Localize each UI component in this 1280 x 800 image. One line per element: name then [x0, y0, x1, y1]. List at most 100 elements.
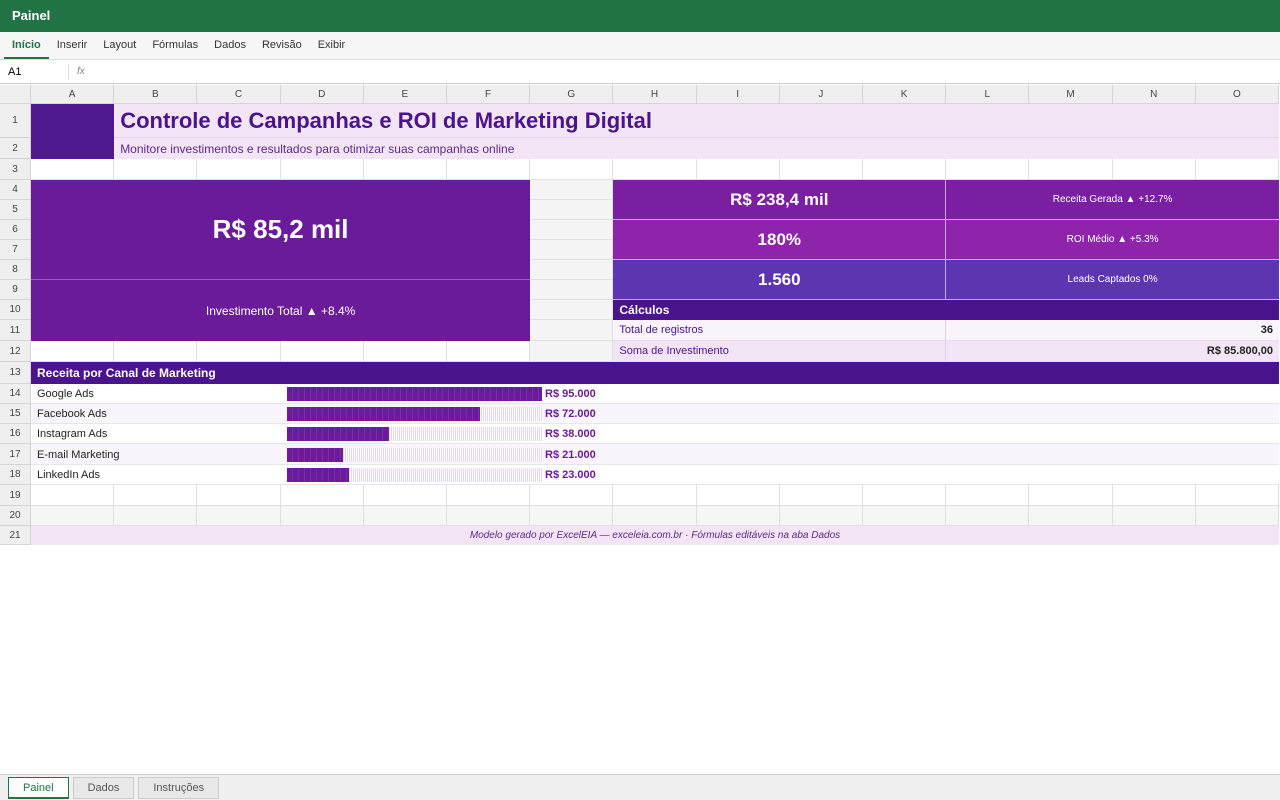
cell[interactable]	[530, 220, 614, 240]
row-header[interactable]: 10	[0, 300, 31, 320]
cell[interactable]	[197, 506, 281, 526]
cell[interactable]	[363, 159, 447, 180]
cell[interactable]	[530, 320, 614, 341]
row-header[interactable]: 18	[0, 465, 31, 485]
column-header[interactable]: L	[946, 85, 1030, 104]
cell[interactable]	[946, 159, 1030, 180]
row-header[interactable]: 19	[0, 485, 31, 506]
cell[interactable]	[530, 280, 614, 300]
cell[interactable]	[447, 159, 531, 180]
row-header[interactable]: 11	[0, 320, 31, 341]
cell[interactable]	[363, 485, 447, 506]
row-header[interactable]: 8	[0, 260, 31, 280]
cell[interactable]	[31, 341, 115, 362]
row-header[interactable]: 7	[0, 240, 31, 260]
cell[interactable]	[280, 159, 364, 180]
row-header[interactable]: 2	[0, 138, 31, 159]
cell[interactable]	[530, 485, 614, 506]
menu-tab[interactable]: Layout	[103, 39, 137, 51]
row-header[interactable]: 12	[0, 341, 31, 362]
menu-tab[interactable]: Início	[4, 32, 49, 59]
menu-tab[interactable]: Inserir	[56, 39, 88, 51]
cell[interactable]	[696, 485, 780, 506]
cell[interactable]	[779, 485, 863, 506]
cell[interactable]	[447, 341, 531, 362]
cell[interactable]	[1195, 159, 1279, 180]
row-header[interactable]: 9	[0, 280, 31, 300]
sheet-tab[interactable]: Dados	[72, 777, 135, 799]
column-header[interactable]: E	[363, 85, 447, 104]
row-header[interactable]: 1	[0, 104, 31, 138]
menu-tab[interactable]: Fórmulas	[152, 39, 199, 51]
row-header[interactable]: 15	[0, 404, 31, 424]
cell[interactable]	[1195, 506, 1279, 526]
cell[interactable]	[114, 159, 198, 180]
row-header[interactable]: 13	[0, 362, 31, 384]
cell[interactable]	[363, 506, 447, 526]
cell[interactable]	[1029, 159, 1113, 180]
cell[interactable]	[280, 341, 364, 362]
cell[interactable]	[863, 485, 947, 506]
row-header[interactable]: 21	[0, 526, 31, 545]
cell[interactable]	[530, 159, 614, 180]
cell[interactable]	[197, 159, 281, 180]
cell[interactable]	[280, 485, 364, 506]
cell-reference[interactable]: A1	[8, 66, 22, 78]
cell[interactable]	[613, 506, 697, 526]
cell[interactable]	[946, 506, 1030, 526]
cell[interactable]	[1029, 506, 1113, 526]
cell[interactable]	[530, 300, 614, 320]
cell[interactable]	[31, 485, 115, 506]
column-header[interactable]: K	[863, 85, 947, 104]
row-header[interactable]: 5	[0, 200, 31, 220]
cell[interactable]	[779, 506, 863, 526]
menu-tab[interactable]: Exibir	[317, 39, 346, 51]
sheet-tab[interactable]: Painel	[8, 777, 69, 799]
column-header[interactable]: F	[447, 85, 531, 104]
cell[interactable]	[779, 159, 863, 180]
cell[interactable]	[530, 341, 614, 362]
column-header[interactable]: O	[1195, 85, 1279, 104]
row-header[interactable]: 20	[0, 506, 31, 526]
column-header[interactable]: A	[31, 85, 115, 104]
cell[interactable]	[447, 485, 531, 506]
menu-tab[interactable]: Revisão	[261, 39, 302, 51]
cell[interactable]	[447, 506, 531, 526]
cell[interactable]	[696, 506, 780, 526]
cell[interactable]	[530, 200, 614, 220]
sheet-tab[interactable]: Instruções	[138, 777, 220, 799]
cell[interactable]	[31, 159, 115, 180]
cell[interactable]	[197, 485, 281, 506]
cell[interactable]	[31, 506, 115, 526]
row-header[interactable]: 6	[0, 220, 31, 240]
column-header[interactable]: G	[530, 85, 614, 104]
cell[interactable]	[696, 159, 780, 180]
column-header[interactable]: B	[114, 85, 198, 104]
row-header[interactable]: 4	[0, 180, 31, 200]
cell[interactable]	[613, 159, 697, 180]
cell[interactable]	[946, 485, 1030, 506]
column-header[interactable]: J	[779, 85, 863, 104]
column-header[interactable]: N	[1112, 85, 1196, 104]
column-header[interactable]: C	[197, 85, 281, 104]
cell[interactable]	[863, 506, 947, 526]
cell[interactable]	[363, 341, 447, 362]
cell[interactable]	[114, 341, 198, 362]
cell[interactable]	[1195, 485, 1279, 506]
cell[interactable]	[863, 159, 947, 180]
cell[interactable]	[530, 260, 614, 280]
cell[interactable]	[1029, 485, 1113, 506]
menu-tab[interactable]: Dados	[214, 39, 246, 51]
column-header[interactable]: D	[280, 85, 364, 104]
row-header[interactable]: 3	[0, 159, 31, 180]
column-header[interactable]: H	[613, 85, 697, 104]
cell[interactable]	[530, 506, 614, 526]
row-header[interactable]: 17	[0, 444, 31, 465]
cell[interactable]	[613, 485, 697, 506]
cell[interactable]	[114, 506, 198, 526]
cell[interactable]	[1112, 159, 1196, 180]
cell[interactable]	[280, 506, 364, 526]
cell[interactable]	[530, 240, 614, 260]
cell[interactable]	[114, 485, 198, 506]
cell[interactable]	[1112, 506, 1196, 526]
